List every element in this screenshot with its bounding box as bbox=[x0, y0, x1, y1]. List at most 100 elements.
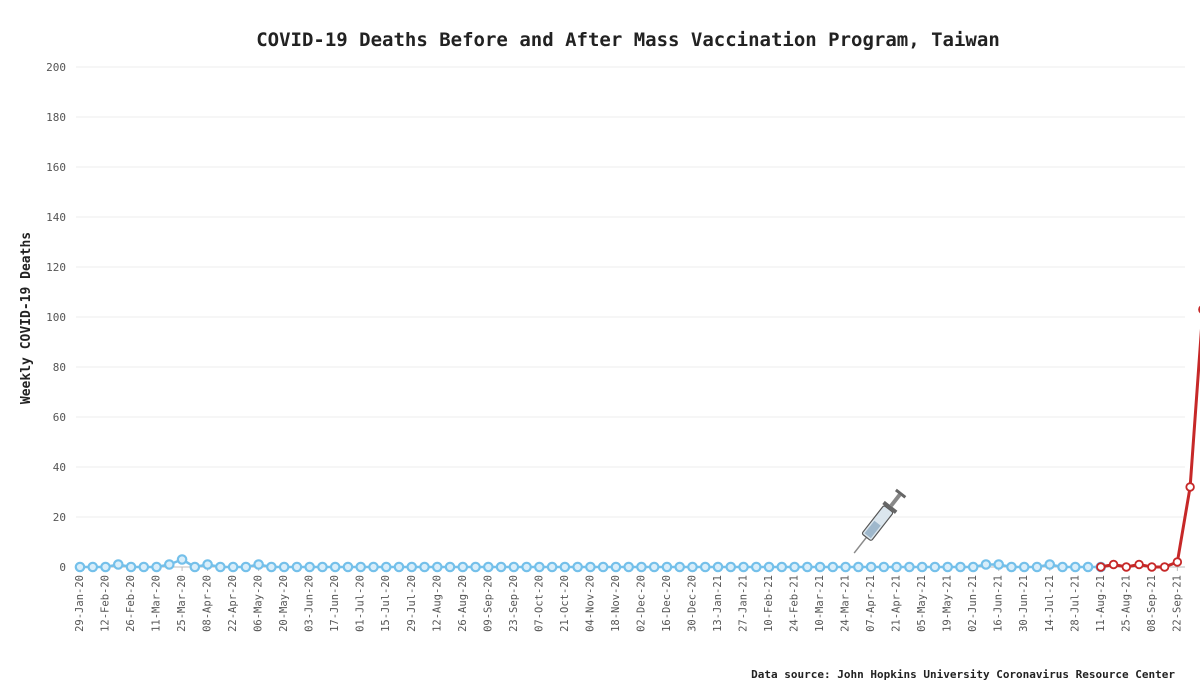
y-tick-label: 60 bbox=[53, 411, 66, 424]
data-point bbox=[278, 561, 290, 573]
series-1 bbox=[74, 554, 1107, 573]
x-tick-label: 26-Aug-20 bbox=[457, 575, 469, 632]
data-point bbox=[495, 561, 507, 573]
y-tick-label: 0 bbox=[59, 561, 66, 574]
data-point bbox=[1147, 562, 1157, 572]
x-tick-label: 11-Aug-21 bbox=[1095, 575, 1107, 632]
data-point bbox=[725, 561, 737, 573]
data-point bbox=[368, 561, 379, 573]
data-point bbox=[457, 561, 469, 573]
x-tick-label: 09-Sep-20 bbox=[482, 575, 494, 632]
data-point bbox=[215, 561, 226, 573]
data-point bbox=[483, 561, 494, 573]
x-tick-label: 12-Aug-20 bbox=[431, 575, 443, 632]
data-point bbox=[87, 561, 99, 573]
data-point bbox=[942, 561, 953, 573]
data-point bbox=[916, 561, 928, 573]
x-tick-label: 08-Sep-21 bbox=[1146, 575, 1158, 632]
x-tick-label: 29-Jul-20 bbox=[406, 575, 418, 632]
x-tick-label: 21-Apr-21 bbox=[891, 575, 903, 632]
data-point bbox=[687, 561, 698, 573]
data-point bbox=[955, 561, 966, 573]
x-tick-label: 21-Oct-20 bbox=[559, 575, 571, 632]
x-tick-label: 10-Mar-21 bbox=[814, 575, 826, 632]
x-tick-label: 22-Sep-21 bbox=[1171, 575, 1183, 632]
data-point bbox=[814, 561, 826, 573]
data-point bbox=[827, 561, 839, 573]
data-point bbox=[636, 561, 647, 573]
data-point bbox=[100, 561, 111, 573]
data-point bbox=[176, 554, 188, 565]
data-point bbox=[1006, 561, 1017, 573]
gridlines bbox=[76, 66, 1185, 568]
data-point bbox=[304, 561, 315, 573]
y-ticks: 0 20 40 60 80 100 120 140 160 180 200 bbox=[46, 61, 66, 574]
x-tick-label: 02-Jun-21 bbox=[967, 575, 979, 632]
data-point bbox=[202, 559, 213, 570]
x-tick-label: 03-Jun-20 bbox=[304, 575, 316, 632]
data-point bbox=[967, 561, 979, 573]
data-point bbox=[164, 559, 175, 570]
x-tick-label: 27-Jan-21 bbox=[738, 575, 750, 632]
data-point bbox=[1121, 562, 1132, 572]
data-point bbox=[750, 561, 762, 573]
data-point bbox=[776, 561, 788, 573]
x-tick-label: 20-May-20 bbox=[278, 575, 290, 632]
x-tick-label: 05-May-21 bbox=[916, 575, 928, 632]
x-tick-label: 23-Sep-20 bbox=[508, 575, 520, 632]
data-point bbox=[980, 559, 992, 570]
x-tick-label: 10-Feb-21 bbox=[763, 575, 775, 632]
series-line bbox=[1100, 328, 1200, 569]
data-point bbox=[406, 561, 418, 573]
x-tick-label: 30-Dec-20 bbox=[686, 575, 698, 632]
x-tick-label: 07-Apr-21 bbox=[865, 575, 877, 632]
y-tick-label: 200 bbox=[46, 61, 66, 74]
x-tick-label: 28-Jul-21 bbox=[1069, 575, 1081, 632]
data-point bbox=[266, 561, 277, 573]
x-tick-label: 24-Feb-21 bbox=[789, 575, 801, 632]
data-point bbox=[380, 561, 392, 573]
data-point bbox=[623, 561, 634, 573]
x-ticks: 29-Jan-20 12-Feb-20 26-Feb-20 11-Mar-20 25-M… bbox=[74, 567, 1183, 632]
x-tick-label: 06-May-20 bbox=[253, 575, 265, 632]
y-tick-label: 180 bbox=[46, 111, 66, 124]
data-point bbox=[1018, 561, 1030, 573]
y-tick-label: 80 bbox=[53, 361, 66, 374]
data-point bbox=[585, 561, 596, 573]
data-point bbox=[138, 561, 150, 573]
x-tick-label: 18-Nov-20 bbox=[610, 575, 622, 632]
data-point bbox=[317, 561, 328, 573]
x-tick-label: 25-Mar-20 bbox=[176, 575, 188, 632]
syringe-icon bbox=[853, 488, 907, 554]
series bbox=[74, 305, 1200, 573]
data-point bbox=[151, 561, 162, 573]
x-tick-label: 16-Jun-21 bbox=[993, 575, 1005, 632]
data-point bbox=[699, 561, 711, 573]
data-point bbox=[878, 561, 890, 573]
x-tick-label: 02-Dec-20 bbox=[635, 575, 647, 632]
data-point bbox=[789, 561, 800, 573]
data-point bbox=[444, 561, 456, 573]
y-tick-label: 160 bbox=[46, 161, 66, 174]
x-tick-label: 08-Apr-20 bbox=[202, 575, 214, 632]
data-point bbox=[674, 561, 686, 573]
y-axis-label: Weekly COVID-19 Deaths bbox=[19, 232, 34, 404]
data-point bbox=[419, 561, 430, 573]
data-point bbox=[1159, 562, 1170, 572]
data-point bbox=[763, 561, 775, 573]
data-point bbox=[929, 561, 941, 573]
x-tick-label: 16-Dec-20 bbox=[661, 575, 673, 632]
x-tick-label: 19-May-21 bbox=[942, 575, 954, 632]
x-tick-label: 24-Mar-21 bbox=[840, 575, 852, 632]
data-point bbox=[559, 561, 571, 573]
data-point bbox=[802, 561, 813, 573]
data-point bbox=[189, 561, 201, 573]
data-point bbox=[712, 561, 724, 573]
x-tick-label: 14-Jul-21 bbox=[1044, 575, 1056, 632]
x-tick-label: 07-Oct-20 bbox=[533, 575, 545, 632]
y-tick-label: 20 bbox=[53, 511, 66, 524]
data-point bbox=[1057, 561, 1068, 573]
data-point bbox=[840, 561, 851, 573]
x-tick-label: 25-Aug-21 bbox=[1120, 575, 1132, 632]
